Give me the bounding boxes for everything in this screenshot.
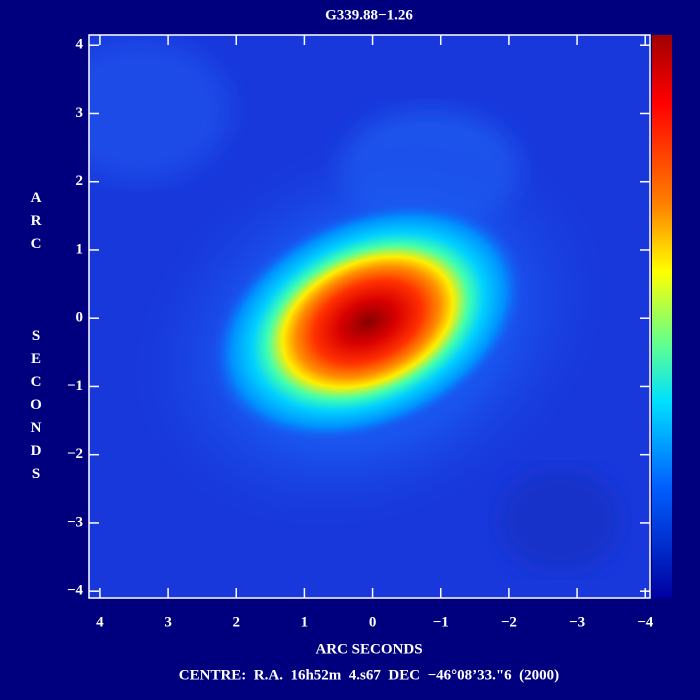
x-tick-label: 2 — [232, 614, 240, 630]
plot-frame — [88, 34, 651, 599]
x-tick-label: 3 — [164, 614, 172, 630]
x-tick-label: 1 — [301, 614, 309, 630]
y-tick-label: −1 — [67, 378, 83, 394]
y-tick-label: −3 — [67, 514, 83, 530]
x-tick-label: 0 — [369, 614, 377, 630]
colorbar — [652, 35, 672, 598]
y-tick-label: 2 — [76, 173, 84, 189]
y-tick-label: 1 — [76, 241, 84, 257]
x-tick-label: 4 — [96, 614, 104, 630]
x-tick-label: −1 — [433, 614, 449, 630]
x-tick-label: −3 — [569, 614, 585, 630]
y-tick-label: −2 — [67, 446, 83, 462]
y-tick-label: 4 — [76, 37, 84, 53]
x-axis-label: ARC SECONDS — [315, 641, 422, 657]
y-axis-label: ARC SECONDS — [28, 190, 44, 489]
image — [89, 35, 650, 598]
x-tick-label: −4 — [637, 614, 654, 630]
x-tick-label: −2 — [501, 614, 517, 630]
chart-title: G339.88−1.26 — [325, 7, 413, 23]
y-tick-label: 3 — [76, 105, 84, 121]
y-tick-label: 0 — [76, 310, 84, 326]
footer: CENTRE: R.A. 16h52m 4.s67 DEC −46°08’33.… — [179, 667, 559, 683]
y-tick-label: −4 — [67, 583, 84, 599]
